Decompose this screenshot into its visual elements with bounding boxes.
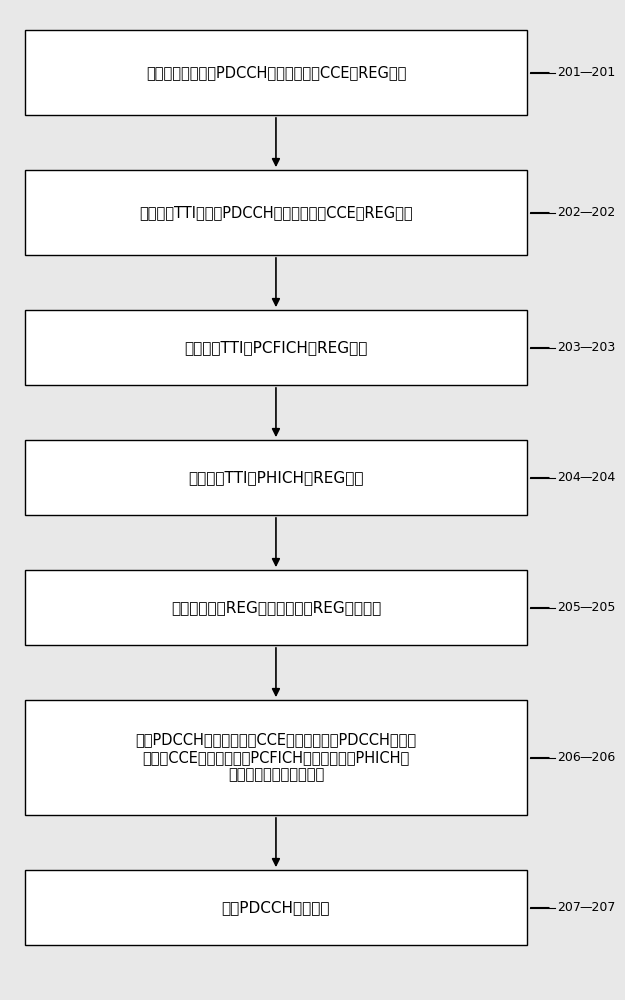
- FancyBboxPatch shape: [25, 870, 527, 945]
- Text: 206: 206: [557, 751, 581, 764]
- Text: 计算当前TTI的所述PDCCH的公共空间的CCE的REG数量: 计算当前TTI的所述PDCCH的公共空间的CCE的REG数量: [139, 205, 413, 220]
- Text: 统计预设周期内的PDCCH的专有空间的CCE的REG数量: 统计预设周期内的PDCCH的专有空间的CCE的REG数量: [146, 65, 406, 80]
- Text: —206: —206: [580, 751, 616, 764]
- Text: 204: 204: [557, 471, 581, 484]
- Text: —207: —207: [580, 901, 616, 914]
- FancyBboxPatch shape: [25, 700, 527, 815]
- FancyBboxPatch shape: [25, 170, 527, 255]
- FancyBboxPatch shape: [25, 310, 527, 385]
- Text: —201: —201: [580, 66, 616, 79]
- Text: 205: 205: [557, 601, 581, 614]
- Text: —202: —202: [580, 206, 616, 219]
- Text: 202: 202: [557, 206, 581, 219]
- FancyBboxPatch shape: [25, 440, 527, 515]
- Text: —204: —204: [580, 471, 616, 484]
- Text: 201: 201: [557, 66, 581, 79]
- Text: 计算当前TTI的PCFICH的REG数量: 计算当前TTI的PCFICH的REG数量: [184, 340, 368, 355]
- FancyBboxPatch shape: [25, 570, 527, 645]
- Text: 计算非周期性REG数量与周期性REG数量之和: 计算非周期性REG数量与周期性REG数量之和: [171, 600, 381, 615]
- Text: 计算PDCCH的符号数: 计算PDCCH的符号数: [222, 900, 330, 915]
- FancyBboxPatch shape: [25, 30, 527, 115]
- Text: —205: —205: [580, 601, 616, 614]
- Text: —203: —203: [580, 341, 616, 354]
- Text: 计算当前TTI的PHICH的REG数量: 计算当前TTI的PHICH的REG数量: [188, 470, 364, 485]
- Text: 计算PDCCH的专有空间的CCE的使用功率、PDCCH的公共
空间的CCE的使用功率、PCFICH的使用功率、PHICH的
使用功率与预留功率之和: 计算PDCCH的专有空间的CCE的使用功率、PDCCH的公共 空间的CCE的使用…: [136, 733, 416, 782]
- Text: 207: 207: [557, 901, 581, 914]
- Text: 203: 203: [557, 341, 581, 354]
